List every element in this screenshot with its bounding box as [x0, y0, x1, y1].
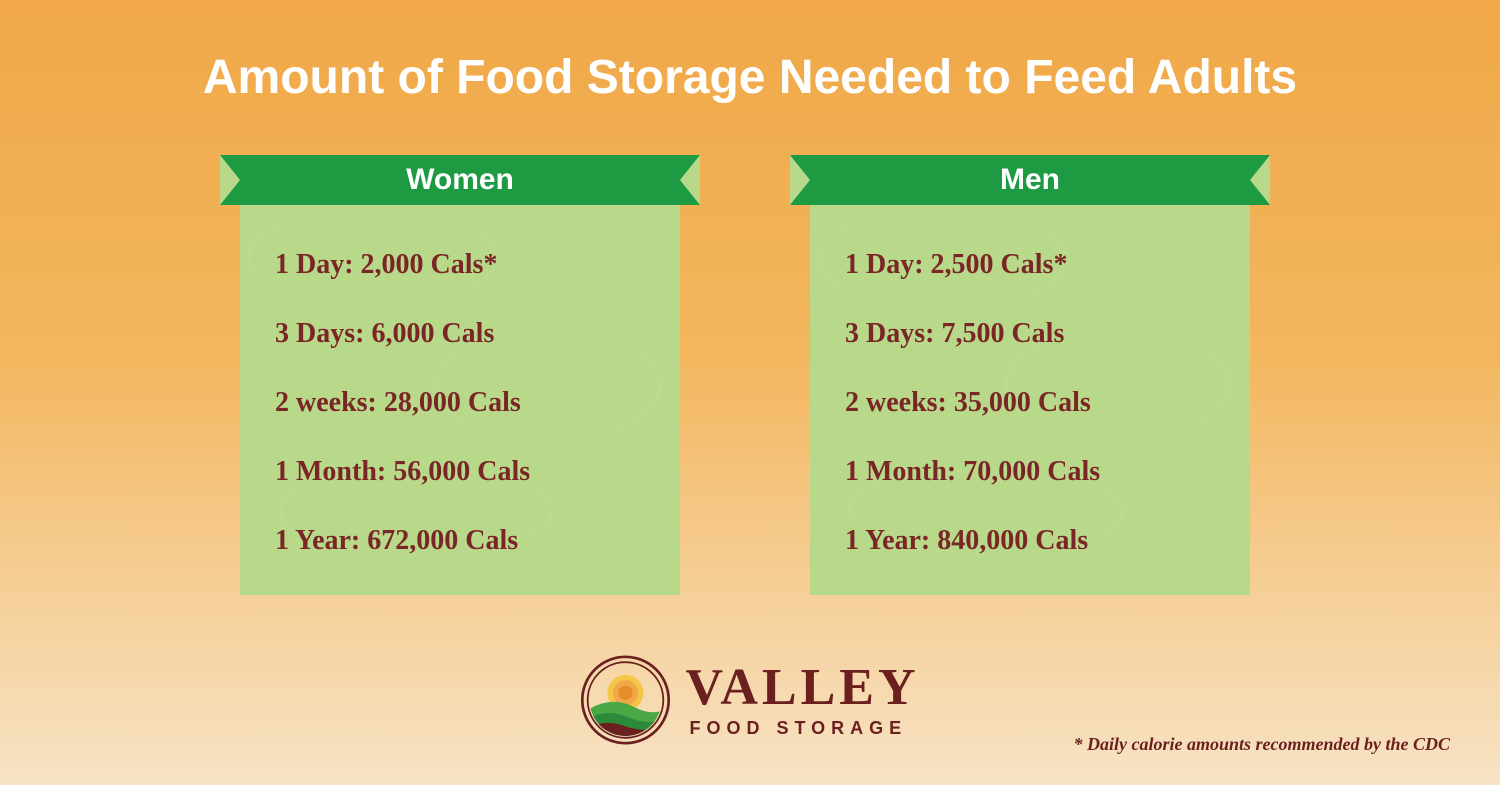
- ribbon-label-women: Women: [406, 163, 514, 197]
- ribbon-label-men: Men: [1000, 163, 1060, 197]
- logo-sub-text: FOOD STORAGE: [689, 718, 907, 739]
- list-item: 1 Year: 672,000 Cals: [275, 525, 645, 557]
- list-item: 2 weeks: 28,000 Cals: [275, 387, 645, 419]
- card-men: Men 1 Day: 2,500 Cals* 3 Days: 7,500 Cal…: [810, 175, 1250, 595]
- list-item: 1 Day: 2,000 Cals*: [275, 249, 645, 281]
- logo-text-block: VALLEY FOOD STORAGE: [685, 662, 919, 739]
- card-women: Women 1 Day: 2,000 Cals* 3 Days: 6,000 C…: [240, 175, 680, 595]
- page-title: Amount of Food Storage Needed to Feed Ad…: [0, 50, 1500, 105]
- list-item: 1 Month: 56,000 Cals: [275, 456, 645, 488]
- list-item: 1 Month: 70,000 Cals: [845, 456, 1215, 488]
- list-item: 2 weeks: 35,000 Cals: [845, 387, 1215, 419]
- brand-logo: VALLEY FOOD STORAGE: [580, 655, 919, 745]
- list-item: 3 Days: 6,000 Cals: [275, 318, 645, 350]
- list-item: 3 Days: 7,500 Cals: [845, 318, 1215, 350]
- footnote-text: * Daily calorie amounts recommended by t…: [1074, 734, 1450, 755]
- list-item: 1 Year: 840,000 Cals: [845, 525, 1215, 557]
- logo-main-text: VALLEY: [685, 662, 919, 714]
- items-women: 1 Day: 2,000 Cals* 3 Days: 6,000 Cals 2 …: [275, 230, 645, 575]
- ribbon-women: Women: [220, 155, 700, 205]
- valley-logo-icon: [580, 655, 670, 745]
- ribbon-men: Men: [790, 155, 1270, 205]
- items-men: 1 Day: 2,500 Cals* 3 Days: 7,500 Cals 2 …: [845, 230, 1215, 575]
- list-item: 1 Day: 2,500 Cals*: [845, 249, 1215, 281]
